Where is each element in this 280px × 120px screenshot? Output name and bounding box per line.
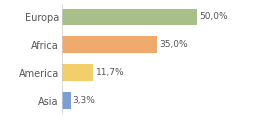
Text: 3,3%: 3,3%	[73, 96, 95, 105]
Text: 50,0%: 50,0%	[200, 12, 228, 21]
Bar	[62, 64, 94, 81]
Bar	[62, 92, 71, 109]
Bar	[62, 36, 157, 53]
Text: 35,0%: 35,0%	[159, 40, 188, 49]
Text: 11,7%: 11,7%	[95, 68, 124, 77]
Bar	[62, 9, 197, 25]
